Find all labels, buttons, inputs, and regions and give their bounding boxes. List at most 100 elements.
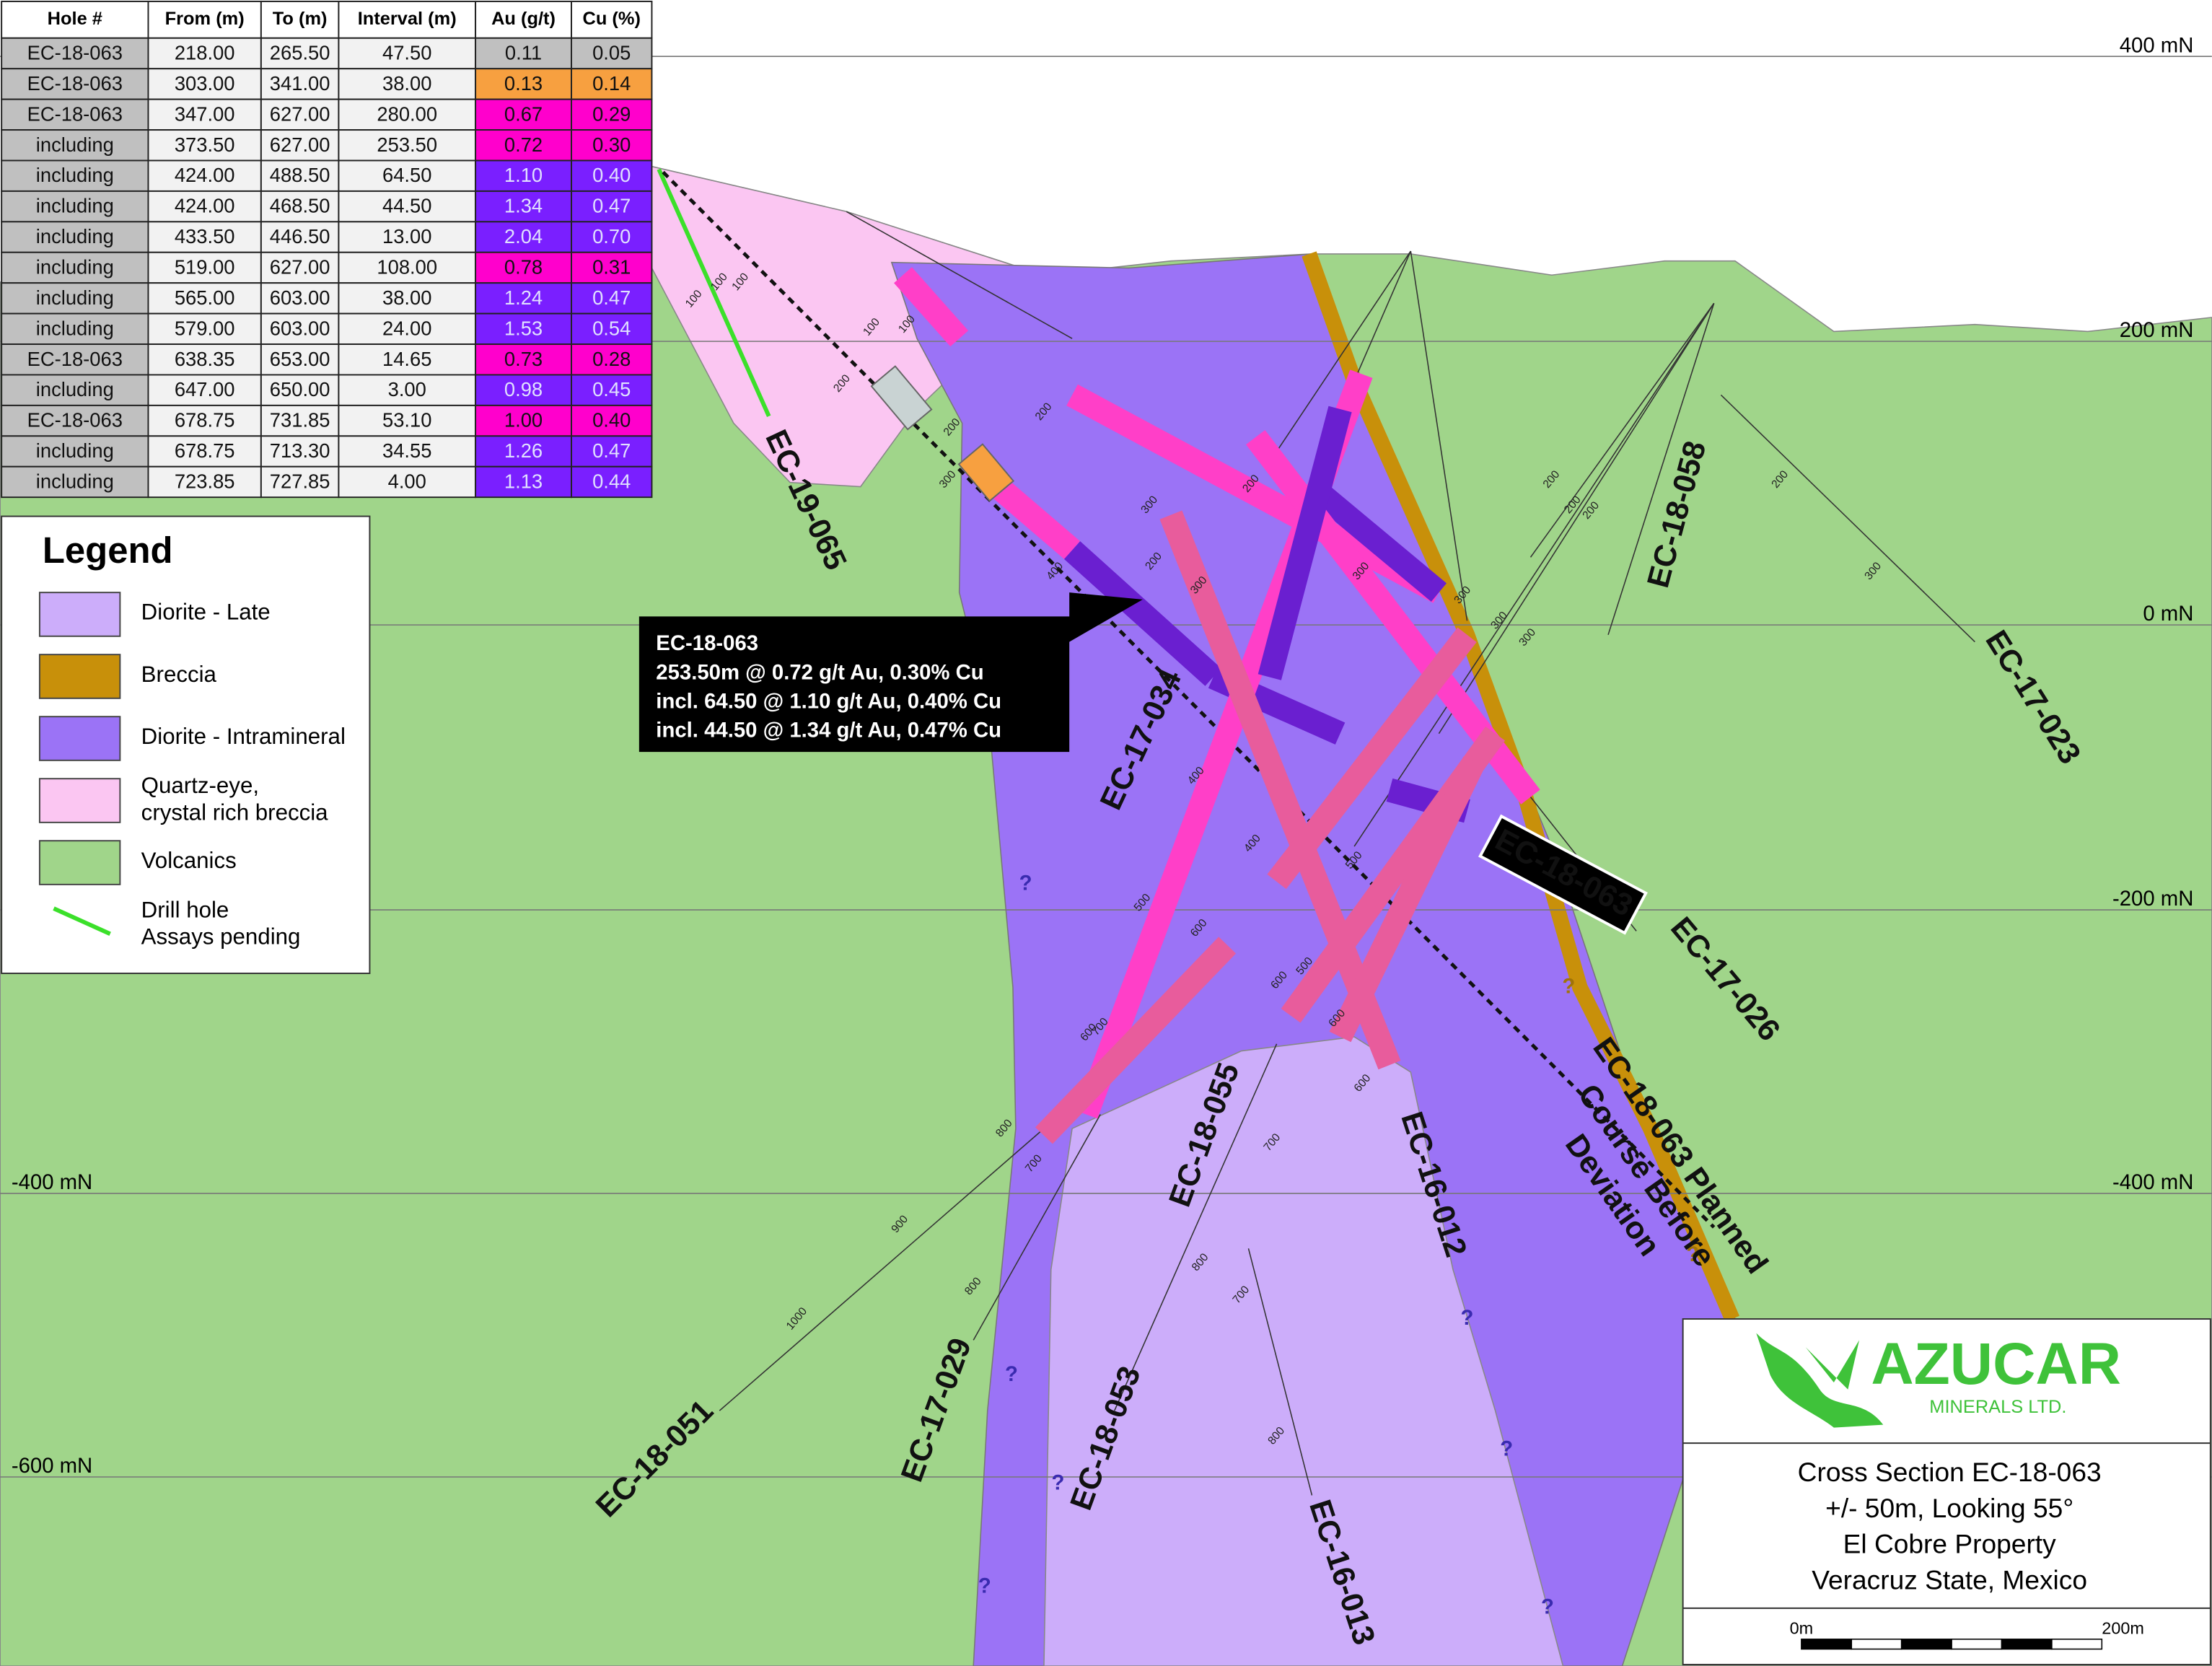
legend-label: Diorite - Late [141, 600, 271, 625]
table-text: 44.50 [382, 195, 431, 217]
table-cell [571, 282, 653, 315]
table-cell [571, 221, 653, 253]
table-cell [1, 282, 149, 315]
header-text: Au (g/t) [491, 9, 556, 29]
uncertain-marker: ? [1052, 1471, 1065, 1495]
table-text: including [36, 439, 114, 462]
table-text: including [36, 195, 114, 217]
uncertain-marker: ? [1562, 974, 1575, 998]
callout-text: 253.50m @ 0.72 g/t Au, 0.30% Cu [656, 660, 983, 684]
callout-box [638, 592, 1143, 753]
hole-trace [1353, 302, 1715, 847]
table-text: 0.28 [592, 348, 631, 370]
table-cell [338, 374, 477, 406]
title-line: Veracruz State, Mexico [1812, 1564, 2087, 1595]
legend-swatch [38, 840, 121, 885]
hole-trace [1276, 250, 1411, 452]
table-text: 579.00 [175, 317, 235, 339]
table-text: 0.54 [592, 317, 631, 339]
table-text: 1.10 [504, 164, 543, 186]
table-cell [571, 68, 653, 100]
table-text: 373.50 [175, 133, 235, 156]
assay-interval [1329, 756, 1485, 1043]
table-cell [1, 374, 149, 406]
table-cell [571, 374, 653, 406]
table-cell [260, 221, 340, 253]
elevation-label: -400 mN [12, 1170, 92, 1194]
title-block [1682, 1318, 2211, 1666]
table-text: 488.50 [270, 164, 330, 186]
table-text: 0.14 [592, 72, 631, 95]
callout-text: incl. 44.50 @ 1.34 g/t Au, 0.47% Cu [656, 718, 1001, 742]
hole-trace [1247, 1248, 1313, 1496]
table-cell [147, 404, 262, 437]
table-text: 727.85 [270, 470, 330, 492]
legend-swatch [38, 778, 121, 823]
table-text: 0.73 [504, 348, 543, 370]
scale-label: 200m [2102, 1618, 2144, 1637]
hole-trace [719, 1128, 1045, 1411]
uncertain-marker: ? [978, 1574, 991, 1597]
table-text: 1.24 [504, 286, 543, 309]
scale-segment [2051, 1639, 2103, 1650]
table-cell [571, 129, 653, 162]
table-text: including [36, 286, 114, 309]
table-cell [571, 465, 653, 499]
legend-label: crystal rich breccia [141, 799, 328, 825]
scale-segment [1951, 1639, 2003, 1650]
scale-segment [2001, 1639, 2053, 1650]
table-cell [1, 190, 149, 223]
table-text: 303.00 [175, 72, 235, 95]
table-cell [1, 159, 149, 192]
hole-trace [1607, 303, 1715, 636]
hole-trace [1720, 394, 1975, 643]
table-text: 38.00 [382, 286, 431, 309]
assay-interval [957, 443, 1015, 502]
assay-interval [1159, 510, 1401, 1070]
table-text: 0.45 [592, 378, 631, 400]
table-cell [1, 129, 149, 162]
uncertain-marker: ? [1019, 872, 1032, 895]
hole-trace [1438, 302, 1715, 735]
table-text: 0.05 [592, 42, 631, 64]
table-cell [1, 312, 149, 346]
table-text: 1.34 [504, 195, 543, 217]
table-text: 446.50 [270, 225, 330, 247]
table-text: 731.85 [270, 409, 330, 431]
uncertain-marker: ? [1461, 1306, 1474, 1330]
title-line: El Cobre Property [1843, 1529, 2056, 1559]
callout-text: EC-18-063 [656, 631, 758, 655]
table-cell [475, 374, 572, 406]
table-text: including [36, 378, 114, 400]
table-cell [1, 37, 149, 70]
table-text: 678.75 [175, 409, 235, 431]
elevation-label: 200 mN [2120, 318, 2194, 342]
drill-holes [657, 168, 1975, 1496]
table-cell [147, 465, 262, 499]
hole-trace [846, 211, 1073, 339]
assay-table: Hole # From (m) To (m) Interval (m) Au (g/t)… [1, 0, 653, 499]
table-text: 265.50 [270, 42, 330, 64]
table-cell [147, 435, 262, 468]
scale-segment [1801, 1639, 1853, 1650]
table-text: 3.00 [388, 378, 426, 400]
table-cell [571, 312, 653, 346]
logo-leaf [1756, 1333, 1884, 1428]
assay-interval [1258, 405, 1352, 680]
table-text: 0.44 [592, 470, 631, 492]
table-text: 1.13 [504, 470, 543, 492]
table-cell [338, 465, 477, 499]
table-text: 0.40 [592, 164, 631, 186]
table-text: including [36, 255, 114, 278]
table-text: 1.26 [504, 439, 543, 462]
legend-label: Volcanics [141, 848, 237, 873]
scale-label: 0m [1790, 1618, 1814, 1637]
assay-interval [1267, 627, 1477, 890]
diorite-late [1043, 1036, 1564, 1666]
table-text: 280.00 [377, 102, 437, 125]
table-cell [571, 404, 653, 437]
legend-swatch [38, 716, 121, 761]
table-text: EC-18-063 [27, 409, 123, 431]
